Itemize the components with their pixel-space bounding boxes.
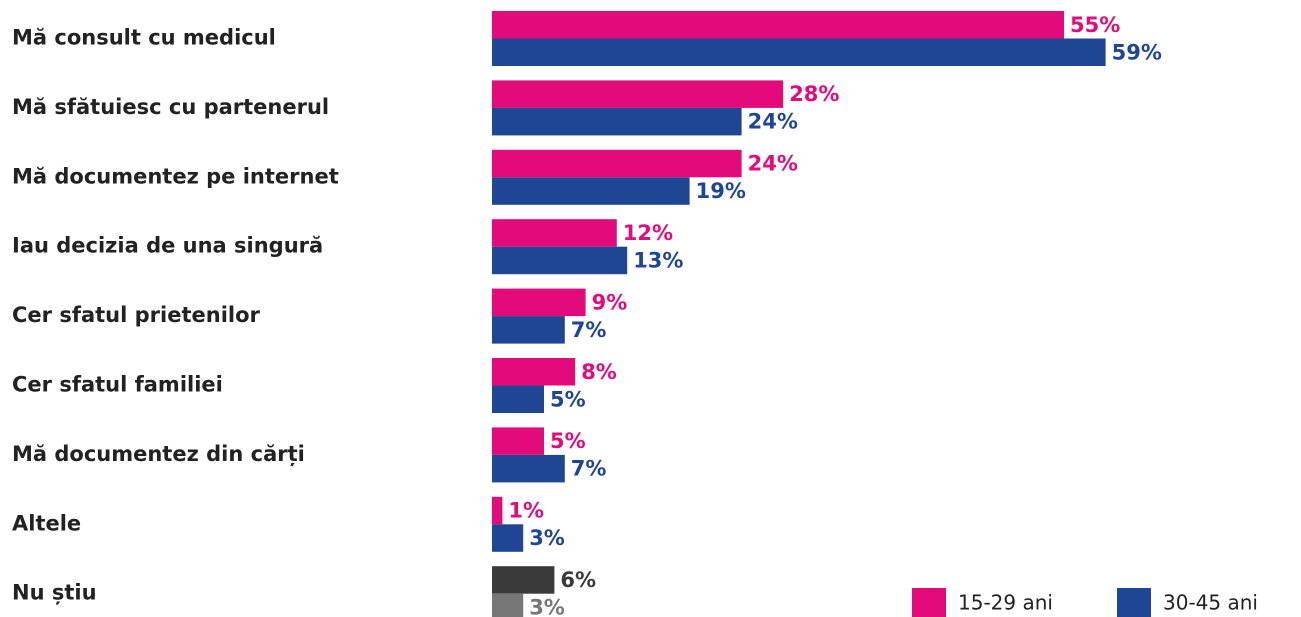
value-label: 1% xyxy=(508,499,544,523)
category-label: Altele xyxy=(12,511,81,535)
value-label: 7% xyxy=(571,318,607,342)
bar xyxy=(492,316,565,344)
value-label: 6% xyxy=(560,568,596,592)
value-label: 28% xyxy=(789,82,839,106)
legend-label: 15-29 ani xyxy=(958,591,1053,615)
value-label: 13% xyxy=(633,248,683,272)
category-label: Cer sfatul familiei xyxy=(12,373,223,397)
bar xyxy=(492,566,555,594)
bar xyxy=(492,246,628,275)
bar xyxy=(492,219,617,247)
category-label: Mă documentez pe internet xyxy=(12,164,339,188)
category-label: Mă consult cu medicul xyxy=(12,26,276,50)
bar xyxy=(492,80,784,108)
legend-swatch xyxy=(1117,588,1151,617)
category-label: Mă sfătuiesc cu partenerul xyxy=(12,95,329,119)
value-label: 8% xyxy=(581,360,617,384)
bar xyxy=(492,107,742,136)
bar xyxy=(492,358,576,386)
category-label: Nu știu xyxy=(12,581,97,605)
bar xyxy=(492,593,524,617)
bar xyxy=(492,11,1064,39)
value-label: 24% xyxy=(748,110,798,134)
bar xyxy=(492,385,544,413)
value-label: 5% xyxy=(550,387,586,411)
bar xyxy=(492,524,524,552)
category-label: Cer sfatul prietenilor xyxy=(12,303,261,327)
value-label: 24% xyxy=(748,152,798,176)
bar xyxy=(492,496,503,525)
value-label: 55% xyxy=(1070,13,1120,37)
value-label: 59% xyxy=(1112,40,1162,64)
value-label: 7% xyxy=(571,457,607,481)
bar xyxy=(492,454,565,483)
legend-label: 30-45 ani xyxy=(1163,591,1258,615)
bar xyxy=(492,177,690,205)
value-label: 3% xyxy=(529,526,565,550)
category-label: Mă documentez din cărți xyxy=(12,442,305,467)
legend-swatch xyxy=(912,588,946,617)
value-label: 19% xyxy=(696,179,746,203)
value-label: 12% xyxy=(623,221,673,245)
bar xyxy=(492,427,544,455)
bar xyxy=(492,38,1106,66)
value-label: 9% xyxy=(592,290,628,314)
value-label: 3% xyxy=(529,595,565,617)
bar xyxy=(492,149,742,178)
category-label: Iau decizia de una singură xyxy=(12,234,323,258)
value-label: 5% xyxy=(550,429,586,453)
bar xyxy=(492,288,586,317)
